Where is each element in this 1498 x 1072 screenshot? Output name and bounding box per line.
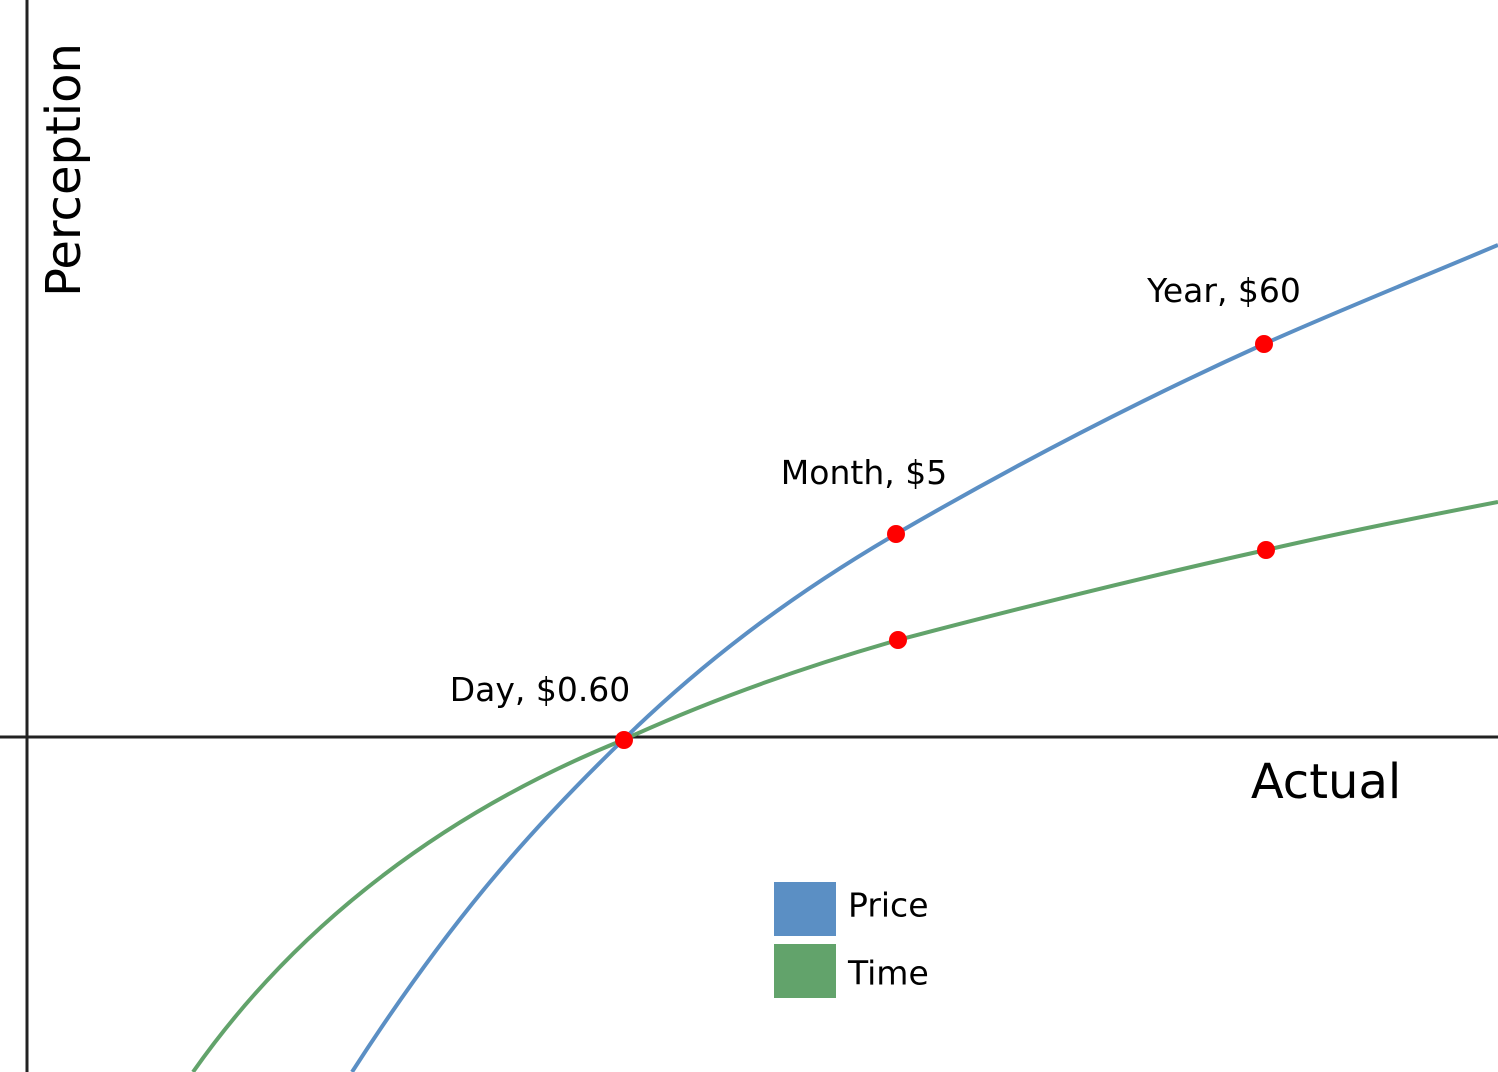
y-axis-label: Perception bbox=[36, 43, 92, 297]
point-label: Day, $0.60 bbox=[450, 670, 631, 709]
legend-swatch bbox=[774, 882, 836, 936]
point bbox=[887, 525, 905, 543]
point-label: Month, $5 bbox=[781, 453, 947, 492]
point bbox=[1255, 335, 1273, 353]
point bbox=[1257, 541, 1275, 559]
point bbox=[889, 631, 907, 649]
legend-label: Time bbox=[847, 954, 929, 993]
legend-label: Price bbox=[848, 886, 929, 925]
time-curve bbox=[191, 500, 1498, 1072]
point-label: Year, $60 bbox=[1146, 271, 1301, 310]
point bbox=[615, 731, 633, 749]
price-curve bbox=[350, 243, 1498, 1072]
legend-swatch bbox=[774, 944, 836, 998]
x-axis-label: Actual bbox=[1251, 754, 1401, 810]
